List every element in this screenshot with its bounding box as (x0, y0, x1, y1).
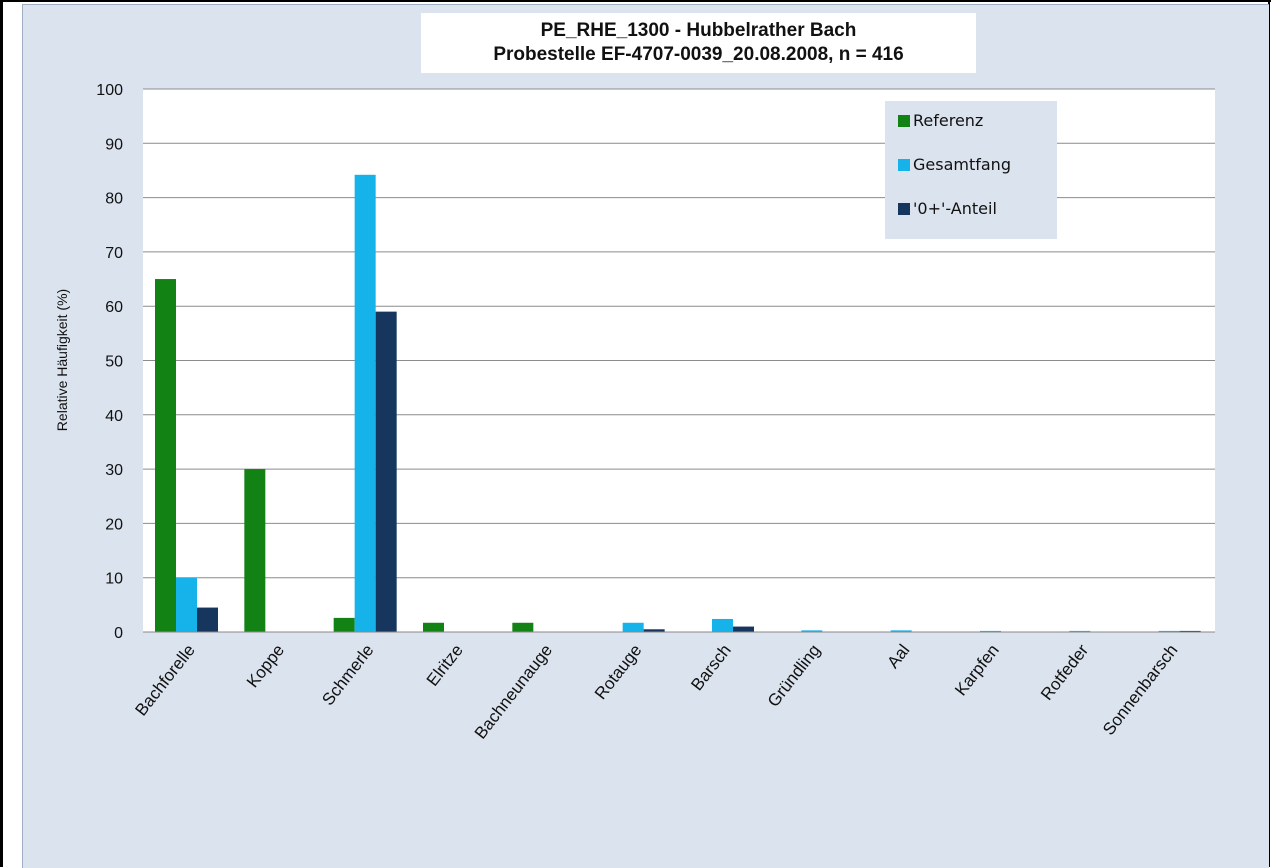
bar (733, 626, 754, 632)
y-tick-label: 0 (114, 625, 123, 642)
legend-swatch (898, 115, 910, 127)
legend-label: '0+'-Anteil (913, 199, 997, 218)
legend-label: Referenz (913, 111, 983, 130)
chart-title-line-1: PE_RHE_1300 - Hubbelrather Bach (540, 20, 857, 41)
bar (622, 622, 644, 632)
bar (375, 311, 397, 632)
x-tick-label: Rotauge (591, 641, 646, 703)
bar (423, 622, 444, 632)
bar (1158, 630, 1180, 632)
y-tick-label: 30 (105, 462, 123, 479)
bar (354, 174, 376, 632)
chart-title-box: PE_RHE_1300 - Hubbelrather Bach Probeste… (421, 13, 976, 73)
frame-left-border (0, 0, 3, 867)
bar (244, 469, 266, 632)
x-tick-label: Karpfen (951, 641, 1003, 700)
bar (643, 629, 665, 632)
x-tick-label: Koppe (243, 641, 288, 691)
bar (890, 630, 912, 632)
x-tick-label: Sonnenbarsch (1099, 641, 1181, 739)
chart-title-line-2: Probestelle EF-4707-0039_20.08.2008, n =… (493, 44, 904, 65)
x-tick-label: Bachforelle (131, 641, 198, 720)
y-tick-label: 20 (105, 516, 123, 533)
legend-swatch (898, 203, 910, 215)
x-tick-label: Schmerle (318, 641, 377, 709)
x-tick-label: Aal (883, 641, 913, 672)
bar (176, 577, 197, 632)
x-tick-label: Bachneunauge (471, 641, 556, 743)
y-tick-label: 10 (105, 571, 123, 588)
bar (980, 630, 1001, 632)
bar (801, 630, 823, 632)
y-axis-ticks: 0 10 20 30 40 50 60 70 80 90 100 (96, 82, 123, 642)
legend-swatch (898, 159, 910, 171)
bars (155, 174, 1201, 632)
bar (512, 622, 534, 632)
x-axis-labels: Bachforelle Koppe Schmerle Elritze Bachneuna… (131, 640, 1181, 742)
x-tick-label: Barsch (687, 641, 735, 694)
bar (197, 607, 218, 632)
y-tick-label: 50 (105, 354, 123, 371)
frame-top-border (0, 0, 1271, 2)
x-tick-label: Rotfeder (1037, 640, 1092, 703)
legend-box (885, 101, 1057, 239)
x-tick-label: Elritze (423, 641, 467, 690)
bar (1179, 630, 1201, 632)
y-tick-label: 80 (105, 191, 123, 208)
bar (333, 617, 355, 632)
frame-right-border (1268, 0, 1270, 867)
bar (712, 618, 733, 632)
legend: Referenz Gesamtfang '0+'-Anteil (885, 101, 1057, 239)
y-tick-label: 100 (96, 82, 123, 99)
bar (1069, 630, 1091, 632)
y-axis-title: Relative Häufigkeit (%) (54, 289, 70, 431)
y-tick-label: 60 (105, 299, 123, 316)
x-tick-label: Gründling (764, 641, 824, 711)
legend-label: Gesamtfang (913, 155, 1011, 174)
bar (155, 279, 176, 632)
y-tick-label: 40 (105, 408, 123, 425)
y-tick-label: 90 (105, 136, 123, 153)
y-tick-label: 70 (105, 245, 123, 262)
